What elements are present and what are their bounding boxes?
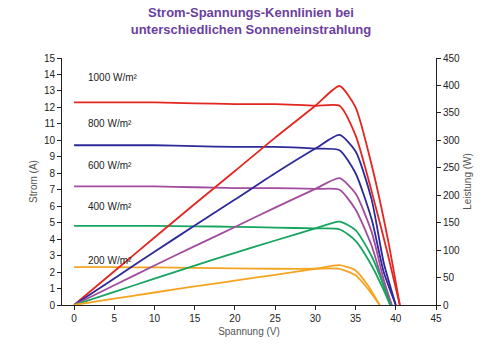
- svg-text:200 W/m²: 200 W/m²: [88, 255, 132, 266]
- svg-text:5: 5: [49, 217, 55, 228]
- svg-text:20: 20: [229, 313, 241, 324]
- svg-text:30: 30: [310, 313, 322, 324]
- svg-text:400 W/m²: 400 W/m²: [88, 201, 132, 212]
- svg-text:250: 250: [443, 162, 460, 173]
- svg-text:15: 15: [189, 313, 201, 324]
- svg-text:0: 0: [71, 313, 77, 324]
- svg-text:1000 W/m²: 1000 W/m²: [88, 72, 138, 83]
- svg-text:300: 300: [443, 135, 460, 146]
- svg-text:40: 40: [390, 313, 402, 324]
- svg-text:350: 350: [443, 107, 460, 118]
- svg-text:400: 400: [443, 80, 460, 91]
- svg-text:Strom-Spannungs-Kennlinien bei: Strom-Spannungs-Kennlinien beiunterschie…: [131, 5, 372, 37]
- svg-text:13: 13: [44, 85, 56, 96]
- svg-text:150: 150: [443, 217, 460, 228]
- svg-text:800 W/m²: 800 W/m²: [88, 118, 132, 129]
- svg-text:3: 3: [49, 250, 55, 261]
- svg-text:10: 10: [44, 135, 56, 146]
- svg-text:Spannung (V): Spannung (V): [218, 326, 280, 337]
- svg-text:0: 0: [49, 300, 55, 311]
- svg-text:6: 6: [49, 201, 55, 212]
- svg-text:Leistung (W): Leistung (W): [462, 153, 473, 210]
- svg-text:8: 8: [49, 168, 55, 179]
- svg-text:600 W/m²: 600 W/m²: [88, 160, 132, 171]
- svg-text:25: 25: [270, 313, 282, 324]
- svg-text:4: 4: [49, 234, 55, 245]
- svg-text:450: 450: [443, 53, 460, 64]
- svg-text:1: 1: [49, 283, 55, 294]
- svg-text:2: 2: [49, 267, 55, 278]
- svg-text:200: 200: [443, 190, 460, 201]
- svg-text:10: 10: [149, 313, 161, 324]
- svg-text:50: 50: [443, 272, 455, 283]
- svg-text:9: 9: [49, 151, 55, 162]
- svg-text:35: 35: [350, 313, 362, 324]
- svg-text:15: 15: [44, 53, 56, 64]
- svg-text:14: 14: [44, 69, 56, 80]
- svg-text:Strom (A): Strom (A): [28, 160, 39, 203]
- svg-text:45: 45: [430, 313, 442, 324]
- svg-text:5: 5: [111, 313, 117, 324]
- svg-text:100: 100: [443, 245, 460, 256]
- svg-text:0: 0: [443, 300, 449, 311]
- svg-text:7: 7: [49, 184, 55, 195]
- svg-text:11: 11: [45, 118, 56, 129]
- svg-text:12: 12: [44, 102, 56, 113]
